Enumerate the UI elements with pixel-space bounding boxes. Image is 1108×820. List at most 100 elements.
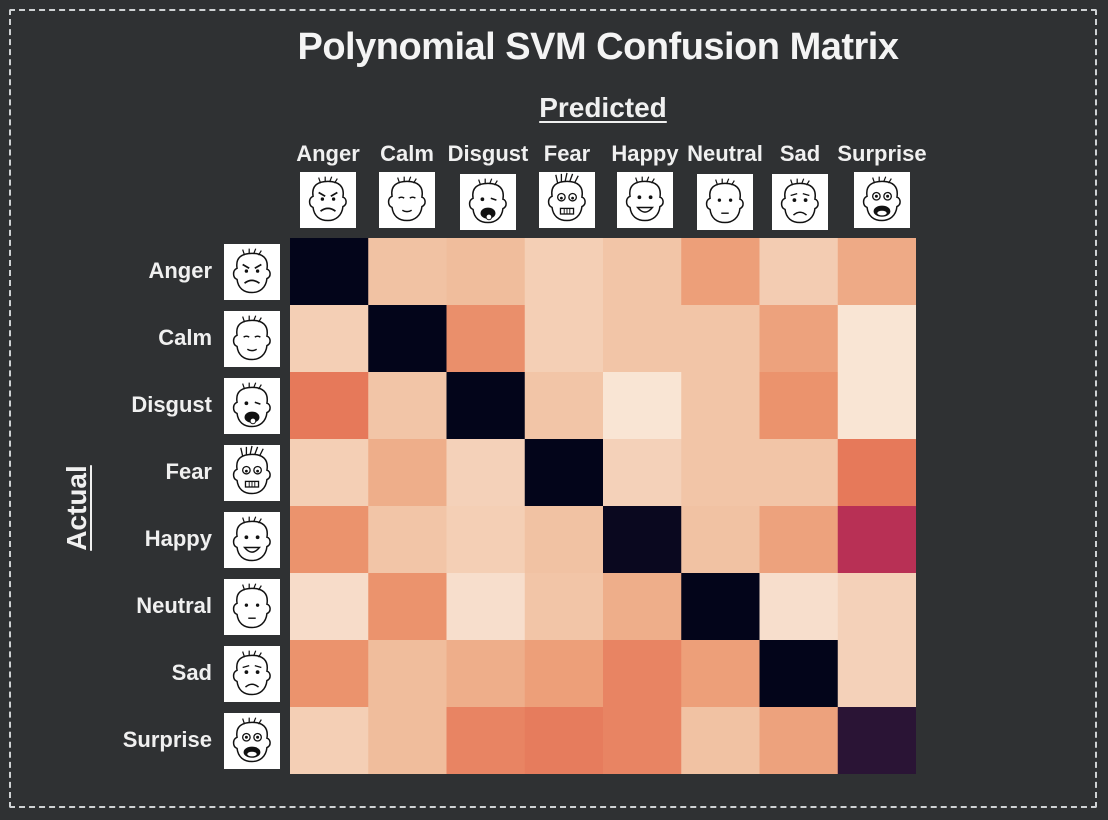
heatmap-cell-anger-anger: [290, 238, 369, 306]
heatmap-cell-calm-calm: [368, 305, 448, 373]
heatmap-cell-calm-anger: [290, 305, 369, 373]
neutral-face-icon: [697, 174, 753, 230]
heatmap-cell-surprise-sad: [759, 707, 839, 774]
happy-face-icon: [617, 172, 673, 228]
heatmap-cell-fear-neutral: [681, 439, 761, 507]
heatmap-cell-disgust-neutral: [681, 372, 761, 440]
heatmap-cell-anger-happy: [603, 238, 682, 306]
fear-face-icon: [539, 172, 595, 228]
heatmap-cell-fear-happy: [603, 439, 682, 507]
happy-face-icon: [224, 511, 280, 568]
heatmap-cell-disgust-anger: [290, 372, 369, 440]
heatmap-cell-surprise-surprise: [837, 707, 916, 774]
heatmap-cell-sad-anger: [290, 640, 369, 708]
row-label-disgust: Disgust: [131, 391, 212, 417]
heatmap-cell-calm-neutral: [681, 305, 761, 373]
heatmap-cell-disgust-calm: [368, 372, 448, 440]
col-label-surprise: Surprise: [837, 141, 927, 166]
heatmap-cell-surprise-fear: [524, 707, 604, 774]
heatmap-cell-neutral-disgust: [446, 573, 526, 641]
row-label-calm: Calm: [158, 324, 212, 350]
heatmap-cell-happy-surprise: [837, 506, 916, 574]
col-label-calm: Calm: [380, 141, 434, 166]
heatmap-cell-surprise-calm: [368, 707, 448, 774]
heatmap-cell-happy-calm: [368, 506, 448, 574]
heatmap-cell-neutral-anger: [290, 573, 369, 641]
x-axis-label: Predicted: [539, 92, 667, 123]
angry-face-icon: [300, 172, 356, 228]
dashed-frame: [9, 9, 1097, 808]
row-label-happy: Happy: [144, 525, 212, 551]
calm-face-icon: [379, 172, 435, 228]
heatmap-cell-neutral-fear: [524, 573, 604, 641]
row-label-fear: Fear: [165, 458, 212, 484]
fear-face-icon: [224, 444, 280, 501]
heatmap-cell-calm-happy: [603, 305, 682, 373]
heatmap-cell-disgust-happy: [603, 372, 682, 440]
heatmap-cell-calm-disgust: [446, 305, 526, 373]
disgust-face-icon: [224, 377, 280, 434]
row-label-anger: Anger: [148, 257, 212, 283]
heatmap-cell-neutral-calm: [368, 573, 448, 641]
heatmap-cell-anger-fear: [524, 238, 604, 306]
row-label-surprise: Surprise: [122, 726, 212, 752]
col-label-neutral: Neutral: [687, 141, 763, 166]
heatmap-cell-surprise-anger: [290, 707, 369, 774]
heatmap-cell-anger-neutral: [681, 238, 761, 306]
heatmap-cell-anger-disgust: [446, 238, 526, 306]
y-axis-label: Actual: [61, 465, 92, 551]
angry-face-icon: [224, 243, 280, 300]
heatmap-cell-disgust-surprise: [837, 372, 916, 440]
heatmap-cell-fear-sad: [759, 439, 839, 507]
heatmap-cell-disgust-fear: [524, 372, 604, 440]
heatmap-cell-happy-anger: [290, 506, 369, 574]
sad-face-icon: [772, 174, 828, 230]
disgust-face-icon: [460, 174, 516, 230]
heatmap-cell-happy-sad: [759, 506, 839, 574]
heatmap-cell-fear-fear: [524, 439, 604, 507]
heatmap-cell-sad-calm: [368, 640, 448, 708]
calm-face-icon: [224, 310, 280, 367]
heatmap-cell-sad-disgust: [446, 640, 526, 708]
heatmap-cell-sad-fear: [524, 640, 604, 708]
heatmap: [290, 238, 916, 774]
heatmap-cell-sad-sad: [759, 640, 839, 708]
heatmap-cell-fear-anger: [290, 439, 369, 507]
heatmap-cell-anger-surprise: [837, 238, 916, 306]
heatmap-cell-sad-happy: [603, 640, 682, 708]
heatmap-cell-fear-surprise: [837, 439, 916, 507]
heatmap-cell-calm-fear: [524, 305, 604, 373]
surprise-face-icon: [854, 172, 910, 228]
col-label-fear: Fear: [543, 141, 591, 166]
heatmap-cell-fear-disgust: [446, 439, 526, 507]
heatmap-cell-anger-sad: [759, 238, 839, 306]
row-label-sad: Sad: [171, 659, 212, 685]
heatmap-cell-neutral-sad: [759, 573, 839, 641]
chart-title: Polynomial SVM Confusion Matrix: [297, 26, 900, 68]
heatmap-cell-sad-neutral: [681, 640, 761, 708]
heatmap-cell-anger-calm: [368, 238, 448, 306]
heatmap-cell-happy-neutral: [681, 506, 761, 574]
heatmap-cell-happy-disgust: [446, 506, 526, 574]
heatmap-cell-calm-sad: [759, 305, 839, 373]
col-label-happy: Happy: [611, 141, 679, 166]
heatmap-cell-neutral-surprise: [837, 573, 916, 641]
row-label-neutral: Neutral: [136, 592, 212, 618]
heatmap-cell-calm-surprise: [837, 305, 916, 373]
heatmap-cell-neutral-neutral: [681, 573, 761, 641]
heatmap-cell-fear-calm: [368, 439, 448, 507]
heatmap-cell-disgust-sad: [759, 372, 839, 440]
heatmap-cell-disgust-disgust: [446, 372, 526, 440]
heatmap-cell-surprise-disgust: [446, 707, 526, 774]
sad-face-icon: [224, 645, 280, 702]
heatmap-cell-neutral-happy: [603, 573, 682, 641]
surprise-face-icon: [224, 712, 280, 769]
heatmap-cell-sad-surprise: [837, 640, 916, 708]
col-label-anger: Anger: [296, 141, 360, 166]
heatmap-cell-happy-happy: [603, 506, 682, 574]
heatmap-cell-surprise-happy: [603, 707, 682, 774]
heatmap-cell-happy-fear: [524, 506, 604, 574]
heatmap-cell-surprise-neutral: [681, 707, 761, 774]
col-label-disgust: Disgust: [447, 141, 529, 166]
col-label-sad: Sad: [779, 141, 821, 166]
